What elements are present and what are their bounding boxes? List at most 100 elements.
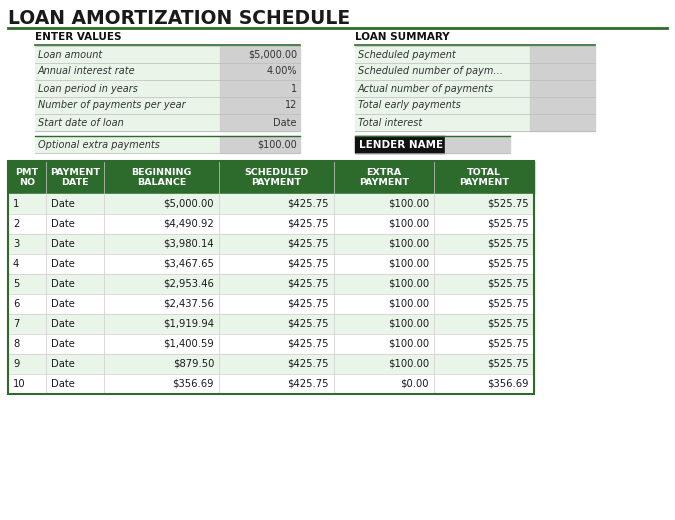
Bar	[434, 161, 534, 194]
Bar	[530, 63, 595, 80]
Text: Actual number of payments: Actual number of payments	[358, 84, 494, 94]
Text: $425.75: $425.75	[288, 359, 329, 369]
Bar	[219, 354, 334, 374]
Text: $3,467.65: $3,467.65	[163, 259, 214, 269]
Text: Start date of loan: Start date of loan	[38, 118, 124, 127]
Text: $1,919.94: $1,919.94	[163, 319, 214, 329]
Text: Annual interest rate: Annual interest rate	[38, 67, 136, 76]
Bar	[46, 234, 104, 254]
Text: $5,000.00: $5,000.00	[248, 49, 297, 59]
Text: $425.75: $425.75	[288, 379, 329, 389]
Bar	[334, 334, 434, 354]
Bar	[334, 194, 434, 214]
Bar	[530, 80, 595, 97]
Text: SCHEDULED
PAYMENT: SCHEDULED PAYMENT	[244, 168, 308, 187]
Text: $525.75: $525.75	[487, 339, 529, 349]
Text: $425.75: $425.75	[288, 259, 329, 269]
Bar	[334, 294, 434, 314]
Text: $100.00: $100.00	[388, 359, 429, 369]
Text: Date: Date	[51, 359, 75, 369]
Bar	[104, 294, 219, 314]
Text: 4.00%: 4.00%	[267, 67, 297, 76]
Text: $1,400.59: $1,400.59	[163, 339, 214, 349]
Bar	[104, 374, 219, 394]
Text: $525.75: $525.75	[487, 219, 529, 229]
Bar	[8, 314, 46, 334]
Text: EXTRA
PAYMENT: EXTRA PAYMENT	[359, 168, 409, 187]
Bar	[8, 334, 46, 354]
Bar	[219, 214, 334, 234]
Bar	[434, 334, 534, 354]
Text: $879.50: $879.50	[173, 359, 214, 369]
Text: ENTER VALUES: ENTER VALUES	[35, 32, 122, 42]
Bar	[220, 136, 300, 153]
Bar	[8, 274, 46, 294]
Text: Scheduled payment: Scheduled payment	[358, 49, 456, 59]
Text: Optional extra payments: Optional extra payments	[38, 139, 160, 150]
Text: $100.00: $100.00	[388, 319, 429, 329]
Text: Date: Date	[273, 118, 297, 127]
Bar	[355, 63, 530, 80]
Text: 12: 12	[285, 100, 297, 110]
Bar	[334, 161, 434, 194]
Bar	[35, 63, 220, 80]
Bar	[219, 161, 334, 194]
Text: $425.75: $425.75	[288, 279, 329, 289]
Bar	[334, 374, 434, 394]
Bar	[104, 161, 219, 194]
Bar	[334, 354, 434, 374]
Text: 3: 3	[13, 239, 20, 249]
Bar	[434, 234, 534, 254]
Bar	[220, 63, 300, 80]
Bar	[530, 97, 595, 114]
Text: PMT
NO: PMT NO	[16, 168, 38, 187]
Bar	[46, 254, 104, 274]
Bar	[46, 194, 104, 214]
Text: $100.00: $100.00	[388, 299, 429, 309]
Text: TOTAL
PAYMENT: TOTAL PAYMENT	[459, 168, 509, 187]
Text: Total early payments: Total early payments	[358, 100, 461, 110]
Bar	[46, 354, 104, 374]
Text: LOAN SUMMARY: LOAN SUMMARY	[355, 32, 450, 42]
Bar	[46, 334, 104, 354]
Bar	[104, 254, 219, 274]
Bar	[220, 114, 300, 131]
Text: Number of payments per year: Number of payments per year	[38, 100, 186, 110]
Text: Date: Date	[51, 219, 75, 229]
Bar	[530, 46, 595, 63]
Text: $525.75: $525.75	[487, 359, 529, 369]
Text: Loan period in years: Loan period in years	[38, 84, 138, 94]
Bar	[104, 274, 219, 294]
Text: Loan amount: Loan amount	[38, 49, 102, 59]
Bar	[530, 114, 595, 131]
Bar	[46, 274, 104, 294]
Bar	[434, 194, 534, 214]
Bar	[35, 97, 220, 114]
Text: $0.00: $0.00	[400, 379, 429, 389]
Text: Date: Date	[51, 379, 75, 389]
Bar	[434, 274, 534, 294]
Bar	[334, 274, 434, 294]
Text: $100.00: $100.00	[388, 339, 429, 349]
Text: $425.75: $425.75	[288, 199, 329, 209]
Bar	[46, 214, 104, 234]
Bar	[8, 254, 46, 274]
Bar	[104, 234, 219, 254]
Text: Scheduled number of paym…: Scheduled number of paym…	[358, 67, 503, 76]
Bar	[355, 136, 445, 153]
Text: $100.00: $100.00	[388, 259, 429, 269]
Text: 9: 9	[13, 359, 20, 369]
Text: Date: Date	[51, 239, 75, 249]
Bar	[355, 114, 530, 131]
Text: $356.69: $356.69	[173, 379, 214, 389]
Text: $2,953.46: $2,953.46	[163, 279, 214, 289]
Text: 2: 2	[13, 219, 20, 229]
Bar	[434, 214, 534, 234]
Bar	[434, 374, 534, 394]
Text: $100.00: $100.00	[388, 279, 429, 289]
Text: PAYMENT
DATE: PAYMENT DATE	[50, 168, 100, 187]
Text: LENDER NAME: LENDER NAME	[359, 139, 443, 150]
Text: 5: 5	[13, 279, 20, 289]
Bar	[35, 46, 220, 63]
Text: BEGINNING
BALANCE: BEGINNING BALANCE	[132, 168, 192, 187]
